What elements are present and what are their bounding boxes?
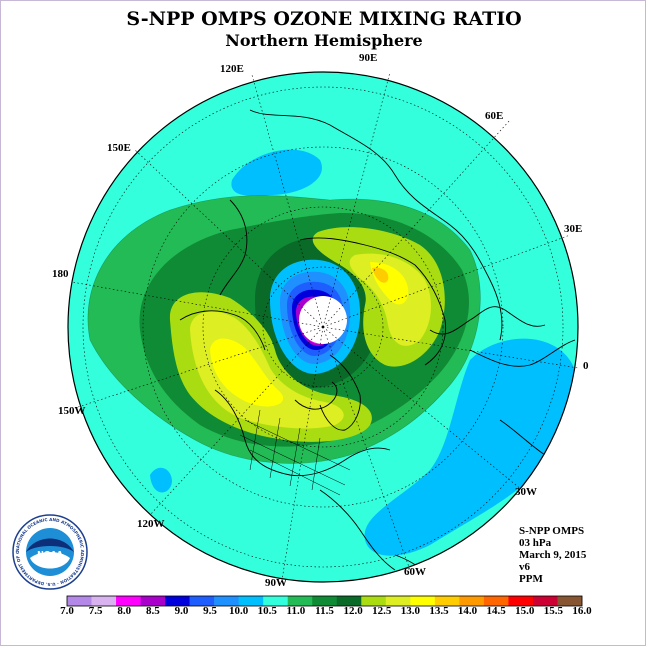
meridian-150e	[134, 149, 324, 328]
field-patch-10-5-atlantic	[364, 338, 578, 556]
info-level: 03 hPa	[519, 537, 552, 549]
field-patch-10-5-north	[231, 149, 322, 197]
coast-hudson-bay	[294, 381, 338, 410]
contour-lines	[87, 195, 481, 464]
colorbar-tick-label: 9.0	[174, 605, 189, 617]
info-version: v6	[519, 561, 530, 573]
coast-europe	[469, 339, 576, 367]
colorbar-tick-label: 14.0	[457, 605, 478, 617]
lon-label-120e: 120E	[220, 63, 244, 75]
map-title: S-NPP OMPS OZONE MIXING RATIO	[126, 8, 522, 30]
info-units: PPM	[519, 573, 543, 585]
colorbar-tick-label: 11.0	[286, 605, 306, 617]
info-date: March 9, 2015	[519, 549, 587, 561]
colorbar-tick-label: 10.5	[257, 605, 277, 617]
coast-eurasia-north	[249, 109, 503, 341]
map-disk-border	[67, 71, 579, 583]
meridian-180	[71, 281, 324, 328]
meridian-90w	[281, 326, 324, 581]
us-state-borders	[239, 409, 351, 496]
map-subtitle: Northern Hemisphere	[225, 31, 423, 50]
colorbar-tick-label: 13.0	[400, 605, 420, 617]
colorbar-tick-label: 7.0	[60, 605, 74, 617]
field-level-13-5-west	[210, 338, 284, 407]
lon-label-150w: 150W	[58, 405, 86, 417]
lon-label-30w: 30W	[515, 486, 537, 498]
colorbar-tick-label: 8.0	[117, 605, 132, 617]
noaa-logo-text: NOAA	[37, 550, 63, 559]
colorbar-tick-label: 15.5	[543, 605, 563, 617]
colorbar-tick-label: 12.5	[372, 605, 392, 617]
graticule	[71, 71, 579, 581]
colorbar-tick-label: 16.0	[572, 605, 592, 617]
meridian-60e	[322, 119, 511, 328]
lon-label-180: 180	[52, 268, 69, 280]
colorbar-tick-label: 12.0	[343, 605, 363, 617]
coast-alaska	[179, 310, 266, 351]
coast-greenland	[319, 354, 361, 431]
meridian-60w	[322, 326, 411, 571]
info-instrument: S-NPP OMPS	[519, 525, 585, 537]
latitude-circle-50	[202, 206, 444, 448]
colorbar-tick-label: 15.0	[515, 605, 535, 617]
lon-label-60w: 60W	[404, 566, 426, 578]
meridian-150w	[74, 326, 324, 409]
lon-label-150e: 150E	[107, 142, 131, 154]
colorbar-tick-label: 13.5	[429, 605, 449, 617]
field-level-14-0	[372, 267, 389, 283]
no-data-polar-cap	[299, 296, 347, 344]
coast-scandinavia	[429, 306, 546, 335]
colorbar-tick-label: 8.5	[145, 605, 160, 617]
lon-label-60e: 60E	[485, 110, 504, 122]
colorbar-tick-label: 10.0	[229, 605, 249, 617]
meridian-30w	[322, 326, 523, 491]
noaa-logo: NATIONAL OCEANIC AND ATMOSPHERIC ADMINIS…	[12, 514, 88, 590]
field-patch-10-5-pacific	[150, 467, 172, 493]
meridian-0	[322, 326, 579, 369]
lon-label-120w: 120W	[137, 518, 165, 530]
latitude-circle-70	[262, 266, 384, 388]
coastlines	[179, 109, 576, 582]
meridian-120w	[149, 326, 324, 516]
colorbar-tick-label: 9.5	[203, 605, 217, 617]
lon-label-30e: 30E	[564, 223, 583, 235]
lon-label-0: 0	[583, 360, 589, 372]
coast-north-america	[214, 389, 391, 477]
coast-east-asia	[219, 199, 248, 296]
colorbar-tick-label: 11.5	[315, 605, 334, 617]
colorbar-tick-label: 7.5	[88, 605, 103, 617]
colorbar-tick-label: 14.5	[486, 605, 506, 617]
latitude-circle-10	[82, 86, 564, 568]
product-info: S-NPP OMPS 03 hPa March 9, 2015 v6 PPM	[519, 525, 586, 585]
coast-central-america	[319, 489, 396, 571]
lon-label-90e: 90E	[359, 52, 378, 64]
latitude-circle-30	[142, 146, 504, 508]
lon-label-90w: 90W	[265, 577, 287, 589]
